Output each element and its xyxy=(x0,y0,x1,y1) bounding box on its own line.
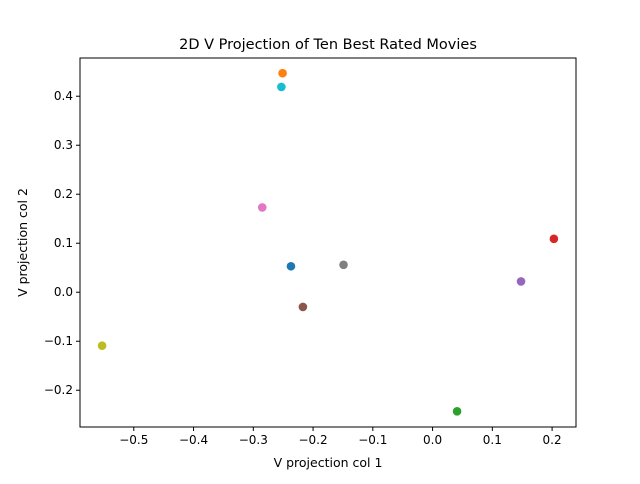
y-tick-label: −0.2 xyxy=(44,383,73,397)
x-tick-label: 0.2 xyxy=(543,433,562,447)
data-point xyxy=(257,203,267,212)
plot-area xyxy=(80,58,576,427)
y-axis-label: V projection col 2 xyxy=(15,188,30,297)
data-point xyxy=(516,277,526,286)
data-point xyxy=(97,341,107,350)
y-tick-label: 0.4 xyxy=(54,89,73,103)
data-point xyxy=(339,260,348,270)
x-tick-label: 0.1 xyxy=(483,433,502,447)
y-tick-label: 0.1 xyxy=(54,236,73,250)
plot-frame xyxy=(79,57,577,428)
y-axis-ticks: −0.2 −0.1 0.0 0.1 0.2 0.3 0.4 xyxy=(44,89,80,397)
x-tick-label: 0.0 xyxy=(423,433,442,447)
data-points xyxy=(97,68,559,416)
x-tick-label: −0.3 xyxy=(239,433,268,447)
data-point xyxy=(549,234,559,244)
x-tick-label: −0.2 xyxy=(298,433,327,447)
x-axis-ticks: −0.5 −0.4 −0.3 −0.2 −0.1 0.0 0.1 0.2 xyxy=(119,427,562,447)
x-tick-label: −0.4 xyxy=(179,433,208,447)
data-point xyxy=(452,407,462,416)
data-point xyxy=(277,82,286,92)
data-point xyxy=(298,302,308,312)
y-tick-label: 0.3 xyxy=(54,138,73,152)
data-point xyxy=(278,68,287,78)
y-tick-label: −0.1 xyxy=(44,334,73,348)
x-axis-label: V projection col 1 xyxy=(274,455,383,470)
chart-title: 2D V Projection of Ten Best Rated Movies xyxy=(179,37,477,53)
x-tick-label: −0.1 xyxy=(358,433,387,447)
y-tick-label: 0.2 xyxy=(54,187,73,201)
x-tick-label: −0.5 xyxy=(119,433,148,447)
data-point xyxy=(286,261,296,271)
y-tick-label: 0.0 xyxy=(54,285,73,299)
